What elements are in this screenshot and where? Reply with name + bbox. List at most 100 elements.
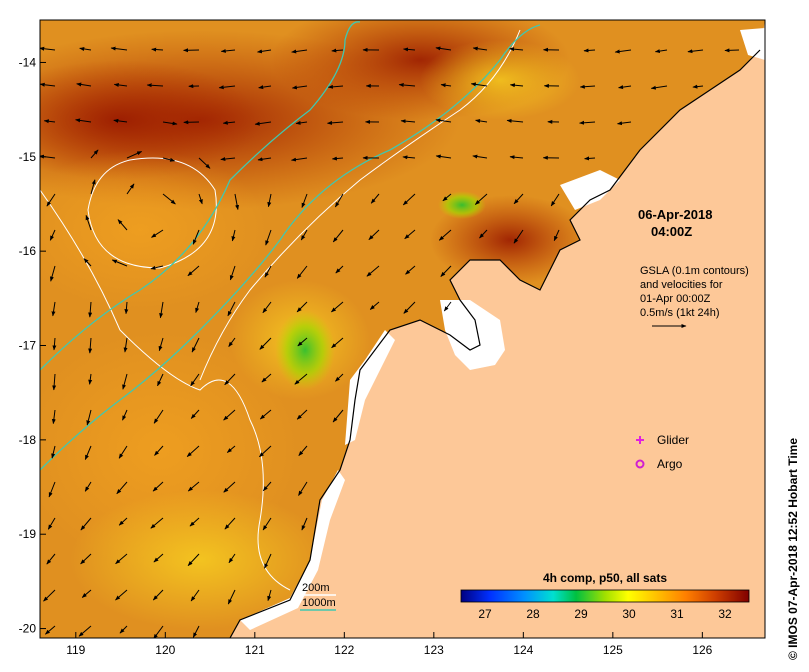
colorbar-title: 4h comp, p50, all sats bbox=[543, 571, 667, 585]
velocity-arrow bbox=[332, 229, 344, 243]
velocity-arrow bbox=[435, 118, 452, 123]
velocity-arrow bbox=[405, 265, 416, 275]
velocity-arrow bbox=[294, 373, 308, 385]
velocity-arrow bbox=[223, 409, 236, 421]
velocity-arrow bbox=[472, 46, 488, 51]
velocity-arrow bbox=[258, 85, 272, 90]
velocity-arrow bbox=[48, 481, 56, 498]
velocity-arrow bbox=[553, 229, 560, 242]
velocity-arrow bbox=[291, 157, 308, 162]
isobath-200m-eddy bbox=[87, 157, 217, 269]
velocity-arrow bbox=[85, 214, 92, 231]
velocity-arrow bbox=[300, 229, 308, 241]
velocity-arrow bbox=[370, 193, 380, 204]
velocity-arrow bbox=[227, 301, 236, 317]
y-axis: -14 -15 -16 -17 -18 -19 -20 bbox=[19, 55, 46, 636]
velocity-arrow bbox=[123, 337, 128, 353]
velocity-arrow bbox=[654, 49, 668, 54]
velocity-arrow bbox=[479, 229, 488, 239]
velocity-arrow bbox=[231, 229, 236, 242]
velocity-arrow bbox=[81, 589, 92, 598]
velocity-arrow bbox=[440, 265, 452, 277]
colorbar-tick-label: 30 bbox=[622, 607, 636, 621]
velocity-arrow bbox=[198, 193, 203, 205]
gsla-line-2: and velocities for bbox=[640, 279, 723, 291]
velocity-arrow bbox=[617, 121, 632, 126]
velocity-arrow bbox=[265, 229, 272, 246]
x-tick-label: 120 bbox=[155, 643, 175, 657]
velocity-arrow bbox=[438, 229, 452, 241]
cold-patch bbox=[438, 191, 486, 219]
velocity-arrow bbox=[724, 48, 740, 53]
velocity-arrow bbox=[650, 85, 668, 90]
y-tick-label: -20 bbox=[19, 622, 37, 636]
velocity-arrow bbox=[192, 229, 200, 245]
velocity-arrow bbox=[234, 193, 240, 210]
velocity-arrow bbox=[579, 120, 596, 125]
velocity-arrow bbox=[262, 517, 272, 531]
velocity-arrow bbox=[259, 409, 272, 420]
velocity-arrow bbox=[78, 625, 92, 637]
velocity-arrow bbox=[52, 337, 57, 351]
velocity-arrow bbox=[579, 84, 596, 89]
velocity-arrow bbox=[297, 337, 308, 347]
velocity-arrow bbox=[301, 193, 308, 208]
velocity-arrow bbox=[153, 409, 164, 424]
velocity-arrow bbox=[190, 409, 200, 419]
velocity-arrow bbox=[267, 589, 272, 602]
velocity-arrow bbox=[513, 193, 524, 205]
velocity-arrow bbox=[126, 151, 143, 159]
velocity-arrow bbox=[153, 553, 164, 563]
velocity-arrow bbox=[80, 517, 92, 531]
velocity-arrow bbox=[40, 82, 56, 87]
velocity-arrow bbox=[159, 301, 164, 319]
velocity-arrow bbox=[334, 193, 344, 208]
velocity-arrow bbox=[80, 553, 92, 565]
y-tick-label: -14 bbox=[19, 55, 37, 69]
velocity-arrow bbox=[116, 481, 128, 495]
y-tick-label: -15 bbox=[19, 150, 37, 164]
velocity-arrow bbox=[223, 481, 236, 493]
velocity-arrow bbox=[86, 409, 92, 426]
velocity-arrow bbox=[76, 82, 92, 87]
velocity-arrow bbox=[84, 481, 92, 492]
x-tick-label: 122 bbox=[334, 643, 354, 657]
velocity-arrow bbox=[218, 85, 236, 90]
no-data-area bbox=[345, 330, 395, 445]
velocity-arrow bbox=[440, 83, 452, 88]
velocity-arrow bbox=[158, 337, 164, 352]
no-data-area bbox=[560, 170, 620, 210]
velocity-arrow bbox=[224, 373, 236, 386]
velocity-arrow bbox=[122, 373, 128, 390]
velocity-arrow bbox=[113, 118, 128, 123]
velocity-arrow bbox=[296, 301, 308, 313]
velocity-arrow bbox=[49, 229, 56, 241]
gsla-line-3: 01-Apr 00:00Z bbox=[640, 293, 711, 305]
velocity-arrow bbox=[298, 481, 308, 496]
velocity-arrow bbox=[331, 301, 344, 313]
velocity-arrow bbox=[331, 156, 344, 161]
velocity-arrow bbox=[224, 517, 236, 530]
cold-patch bbox=[275, 310, 335, 390]
velocity-arrow bbox=[398, 83, 416, 87]
velocity-arrow bbox=[151, 47, 164, 52]
velocity-arrow bbox=[186, 445, 200, 457]
velocity-arrow bbox=[369, 301, 380, 310]
velocity-arrow bbox=[189, 517, 200, 527]
velocity-arrow bbox=[583, 48, 596, 53]
velocity-arrow bbox=[264, 553, 272, 569]
velocity-arrow bbox=[51, 409, 56, 425]
x-tick-label: 123 bbox=[424, 643, 444, 657]
velocity-arrow bbox=[162, 157, 176, 162]
velocity-arrow bbox=[301, 517, 308, 531]
velocity-arrow bbox=[47, 517, 56, 530]
plot-area bbox=[40, 20, 765, 638]
colorbar-ramp bbox=[460, 589, 750, 603]
velocity-arrow bbox=[90, 149, 99, 159]
velocity-arrow bbox=[474, 193, 488, 205]
velocity-arrow bbox=[402, 193, 416, 206]
velocity-arrow bbox=[88, 337, 93, 354]
velocity-arrow bbox=[79, 46, 92, 51]
velocity-arrow bbox=[614, 49, 632, 54]
velocity-arrow bbox=[335, 373, 344, 382]
